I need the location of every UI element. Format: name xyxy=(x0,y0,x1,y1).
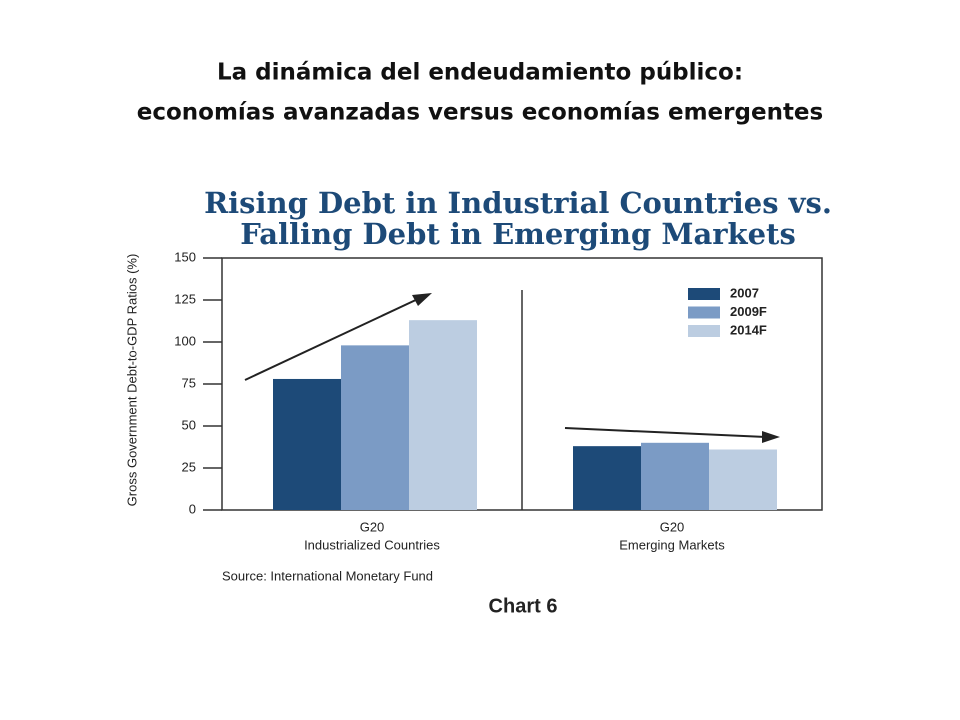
slide-title: La dinámica del endeudamiento público: xyxy=(217,60,743,86)
x-tick-label: G20 xyxy=(360,519,385,534)
legend-swatch xyxy=(688,288,720,300)
bar xyxy=(641,442,709,510)
y-axis-label: Gross Government Debt-to-GDP Ratios (%) xyxy=(124,254,139,507)
trend-arrow xyxy=(244,293,780,443)
x-tick-label: Industrialized Countries xyxy=(304,537,440,552)
bar xyxy=(273,378,341,510)
y-tick-label: 125 xyxy=(174,291,196,306)
slide-title: economías avanzadas versus economías eme… xyxy=(137,100,823,126)
x-tick-label: G20 xyxy=(660,519,685,534)
legend-label: 2014F xyxy=(730,322,767,337)
legend-label: 2007 xyxy=(730,285,759,300)
bar xyxy=(409,320,477,510)
y-tick-label: 50 xyxy=(182,417,196,432)
bar xyxy=(573,446,641,510)
y-tick-label: 25 xyxy=(182,459,196,474)
y-tick-label: 75 xyxy=(182,375,196,390)
y-tick-label: 150 xyxy=(174,249,196,264)
legend-label: 2009F xyxy=(730,304,767,319)
bar xyxy=(341,345,409,510)
caption: Chart 6 xyxy=(489,595,558,617)
x-tick-label: Emerging Markets xyxy=(619,537,725,552)
bar xyxy=(709,449,777,510)
source: Source: International Monetary Fund xyxy=(222,568,433,583)
legend-swatch xyxy=(688,325,720,337)
y-tick-label: 0 xyxy=(189,501,196,516)
legend-swatch xyxy=(688,306,720,319)
chart-title: Rising Debt in Industrial Countries vs. xyxy=(204,186,832,220)
chart-title: Falling Debt in Emerging Markets xyxy=(240,217,796,251)
y-tick-label: 100 xyxy=(174,333,196,348)
